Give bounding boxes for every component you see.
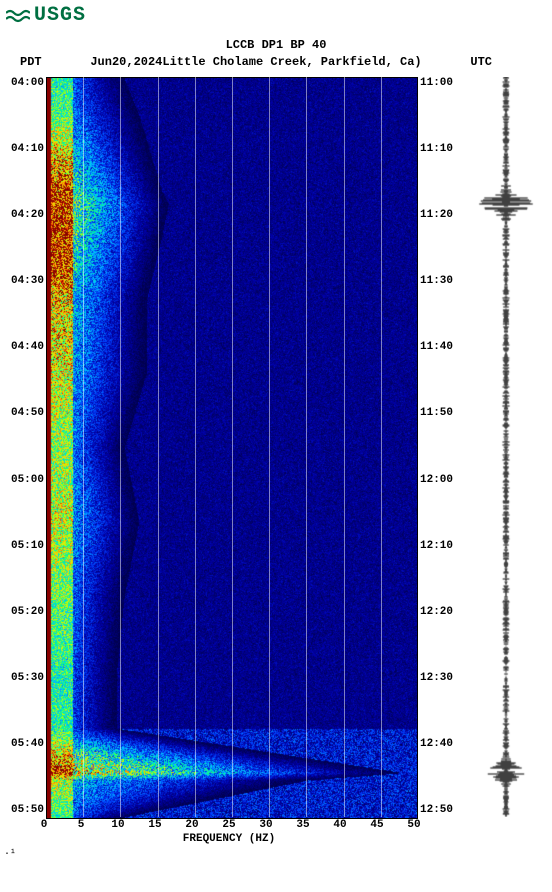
station-line: LCCB DP1 BP 40: [0, 37, 552, 54]
time-tick-left: 04:00: [8, 77, 44, 89]
time-tick-right: 11:00: [420, 77, 456, 89]
spectrogram-canvas: [46, 77, 418, 819]
frequency-ticks: 05101520253035404550: [44, 819, 414, 833]
time-tick-right: 11:50: [420, 407, 456, 419]
tz-right: UTC: [470, 54, 492, 71]
time-tick-right: 12:40: [420, 738, 456, 750]
wave-icon: [6, 7, 30, 25]
time-tick-left: 05:10: [8, 540, 44, 552]
freq-tick: 35: [296, 819, 309, 831]
time-tick-left: 05:40: [8, 738, 44, 750]
time-tick-left: 04:30: [8, 275, 44, 287]
spectrogram-panel: [46, 77, 418, 817]
time-tick-left: 05:00: [8, 474, 44, 486]
time-tick-left: 04:20: [8, 209, 44, 221]
right-time-axis: 11:00 11:10 11:20 11:30 11:40 11:50 12:00 12:10…: [418, 77, 458, 817]
tz-left: PDT: [20, 54, 42, 71]
freq-tick: 10: [111, 819, 124, 831]
left-time-axis: 04:00 04:10 04:20 04:30 04:40 04:50 05:00 05:10…: [6, 77, 46, 817]
time-tick-right: 12:20: [420, 606, 456, 618]
freq-tick: 30: [259, 819, 272, 831]
time-tick-right: 12:00: [420, 474, 456, 486]
waveform-canvas: [476, 77, 536, 817]
freq-tick: 5: [78, 819, 85, 831]
freq-tick: 25: [222, 819, 235, 831]
time-tick-left: 05:50: [8, 804, 44, 816]
freq-tick: 20: [185, 819, 198, 831]
chart-row: 04:00 04:10 04:20 04:30 04:40 04:50 05:00 05:10…: [0, 77, 552, 817]
time-tick-right: 12:30: [420, 672, 456, 684]
time-tick-left: 05:20: [8, 606, 44, 618]
time-tick-right: 12:50: [420, 804, 456, 816]
time-tick-left: 04:50: [8, 407, 44, 419]
time-tick-right: 11:40: [420, 341, 456, 353]
freq-tick: 40: [333, 819, 346, 831]
time-tick-left: 04:40: [8, 341, 44, 353]
time-tick-right: 11:20: [420, 209, 456, 221]
chart-header: LCCB DP1 BP 40 PDT Jun20,2024Little Chol…: [0, 37, 552, 71]
freq-tick: 45: [370, 819, 383, 831]
waveform-panel: [476, 77, 536, 817]
time-tick-right: 11:10: [420, 143, 456, 155]
time-tick-left: 05:30: [8, 672, 44, 684]
freq-tick: 50: [407, 819, 420, 831]
freq-tick: 0: [41, 819, 48, 831]
time-tick-right: 12:10: [420, 540, 456, 552]
time-tick-right: 11:30: [420, 275, 456, 287]
date-location: Jun20,2024Little Cholame Creek, Parkfiel…: [90, 54, 421, 71]
logo-text: USGS: [34, 4, 86, 27]
freq-tick: 15: [148, 819, 161, 831]
frequency-axis: 05101520253035404550: [44, 819, 414, 833]
usgs-logo: USGS: [0, 0, 552, 31]
time-tick-left: 04:10: [8, 143, 44, 155]
footnote: ·¹: [0, 845, 552, 864]
frequency-label: FREQUENCY (HZ): [44, 833, 414, 845]
